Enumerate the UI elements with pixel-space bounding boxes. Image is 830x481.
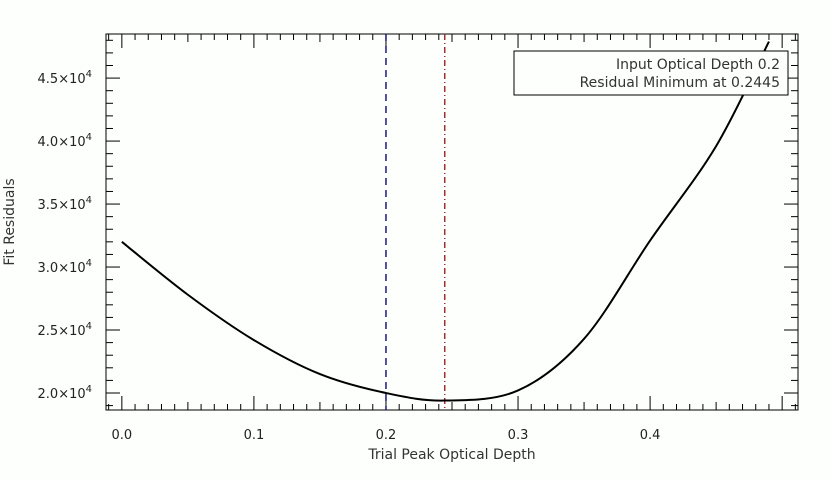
x-tick-label: 0.3 bbox=[508, 428, 529, 443]
legend-entry-input: Input Optical Depth 0.2 bbox=[616, 57, 780, 73]
y-tick-label: 4.5×104 bbox=[38, 69, 92, 87]
reference-lines bbox=[385, 34, 446, 410]
y-tick-label: 2.0×104 bbox=[38, 384, 92, 402]
x-tick-label: 0.2 bbox=[376, 428, 397, 443]
plot-axes: 0.0 0.1 0.2 0.3 0.4 2.0×104 2.5×104 3.0×104 3.5×… bbox=[38, 33, 799, 443]
residual-curve bbox=[121, 41, 770, 402]
legend: Input Optical Depth 0.2 Residual Minimum… bbox=[513, 50, 789, 96]
x-tick-label: 0.0 bbox=[112, 428, 133, 443]
x-tick-label: 0.4 bbox=[640, 428, 661, 443]
y-tick-label: 4.0×104 bbox=[38, 132, 92, 150]
x-axis-label: Trial Peak Optical Depth bbox=[367, 447, 535, 463]
y-axis-label: Fit Residuals bbox=[2, 178, 18, 265]
y-tick-label: 3.0×104 bbox=[38, 258, 92, 276]
y-tick-label: 2.5×104 bbox=[38, 321, 92, 339]
y-tick-label: 3.5×104 bbox=[38, 195, 92, 213]
legend-entry-minimum: Residual Minimum at 0.2445 bbox=[580, 75, 780, 91]
x-tick-label: 0.1 bbox=[244, 428, 265, 443]
